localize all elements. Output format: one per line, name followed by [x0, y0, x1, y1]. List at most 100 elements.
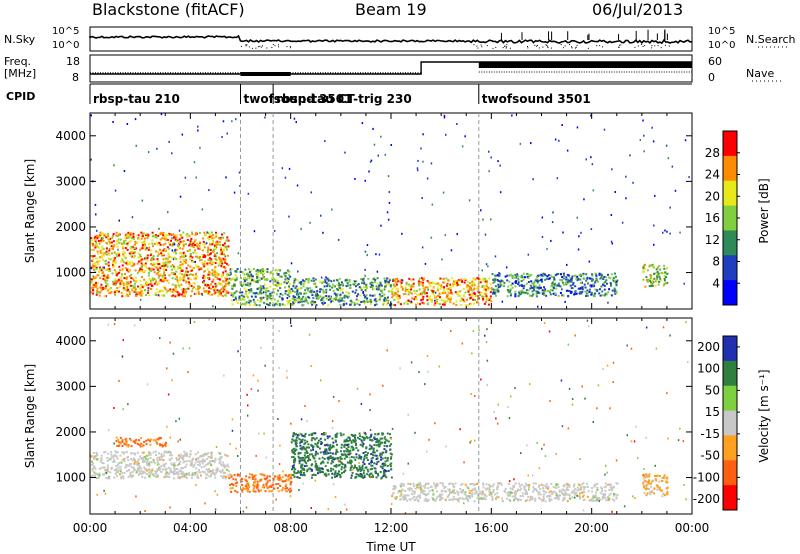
range-cell — [126, 286, 128, 289]
range-cell — [338, 463, 341, 466]
range-cell — [593, 295, 596, 298]
range-cell — [519, 485, 521, 488]
range-cell — [469, 288, 472, 290]
range-cell — [210, 235, 213, 238]
range-cell — [134, 269, 137, 272]
range-cell — [207, 253, 209, 256]
range-cell — [93, 283, 95, 286]
noise-cell — [488, 170, 490, 173]
range-cell — [138, 439, 140, 442]
range-cell — [381, 462, 384, 465]
range-cell — [245, 294, 248, 297]
range-cell — [236, 474, 239, 477]
range-cell — [500, 279, 503, 281]
range-cell — [468, 495, 471, 498]
range-cell — [114, 278, 117, 281]
range-cell — [494, 493, 497, 496]
range-cell — [567, 289, 570, 292]
range-cell — [366, 468, 369, 471]
range-cell — [163, 294, 166, 297]
noise-cell — [546, 247, 548, 250]
range-cell — [120, 475, 123, 478]
range-cell — [110, 245, 113, 248]
range-cell — [384, 456, 387, 459]
range-cell — [304, 296, 307, 299]
range-cell — [287, 290, 290, 293]
range-cell — [273, 487, 276, 490]
range-cell — [364, 451, 367, 453]
range-cell — [246, 490, 249, 493]
range-cell — [175, 457, 178, 459]
range-cell — [447, 494, 450, 496]
range-cell — [217, 291, 220, 294]
range-cell — [392, 279, 394, 282]
range-cell — [382, 302, 385, 305]
range-cell — [292, 448, 295, 451]
range-cell — [285, 479, 288, 482]
range-cell — [134, 288, 137, 291]
range-cell — [397, 290, 400, 293]
noise-cell — [284, 176, 287, 179]
range-cell — [114, 472, 117, 475]
range-cell — [454, 291, 457, 294]
range-cell — [200, 267, 203, 270]
range-cell — [189, 243, 192, 246]
range-cell — [364, 432, 367, 435]
noise-cell — [519, 142, 522, 145]
range-cell — [346, 453, 349, 456]
range-cell — [229, 487, 232, 490]
range-cell — [172, 244, 175, 247]
range-cell — [257, 271, 260, 274]
range-cell — [294, 440, 297, 443]
range-cell — [99, 267, 102, 270]
range-cell — [237, 302, 239, 304]
range-cell — [477, 497, 480, 500]
range-cell — [317, 297, 320, 299]
range-cell — [108, 288, 111, 291]
range-cell — [567, 488, 570, 491]
nsearch-point — [274, 45, 276, 47]
range-cell — [564, 497, 567, 500]
range-cell — [207, 456, 210, 458]
range-cell — [353, 283, 356, 286]
range-cell — [182, 252, 185, 255]
range-cell — [140, 467, 143, 470]
range-cell — [250, 295, 253, 298]
range-cell — [395, 288, 398, 291]
range-cell — [603, 284, 606, 287]
noise-cell — [171, 249, 174, 252]
range-cell — [370, 447, 373, 450]
range-cell — [203, 254, 206, 257]
range-cell — [298, 457, 301, 460]
range-cell — [224, 267, 227, 270]
range-cell — [526, 484, 529, 486]
y-tick-label: 1000 — [55, 266, 86, 280]
range-cell — [495, 289, 498, 292]
range-cell — [461, 280, 464, 283]
range-cell — [184, 261, 187, 264]
range-cell — [464, 491, 467, 494]
range-cell — [541, 290, 544, 293]
range-cell — [177, 473, 180, 476]
range-cell — [386, 432, 389, 435]
range-cell — [122, 241, 125, 243]
range-cell — [100, 237, 103, 240]
range-cell — [333, 465, 336, 467]
range-cell — [345, 302, 348, 305]
range-cell — [293, 458, 296, 461]
range-cell — [244, 280, 246, 283]
range-cell — [155, 475, 158, 478]
range-cell — [214, 253, 216, 256]
range-cell — [430, 281, 433, 284]
range-cell — [428, 298, 431, 300]
nsearch-point — [599, 45, 601, 47]
range-cell — [374, 471, 377, 474]
range-cell — [138, 473, 140, 476]
range-cell — [407, 482, 410, 485]
range-cell — [91, 255, 94, 258]
range-cell — [529, 284, 532, 287]
range-cell — [148, 472, 151, 475]
range-cell — [467, 495, 470, 498]
range-cell — [136, 460, 139, 463]
range-cell — [112, 257, 115, 260]
